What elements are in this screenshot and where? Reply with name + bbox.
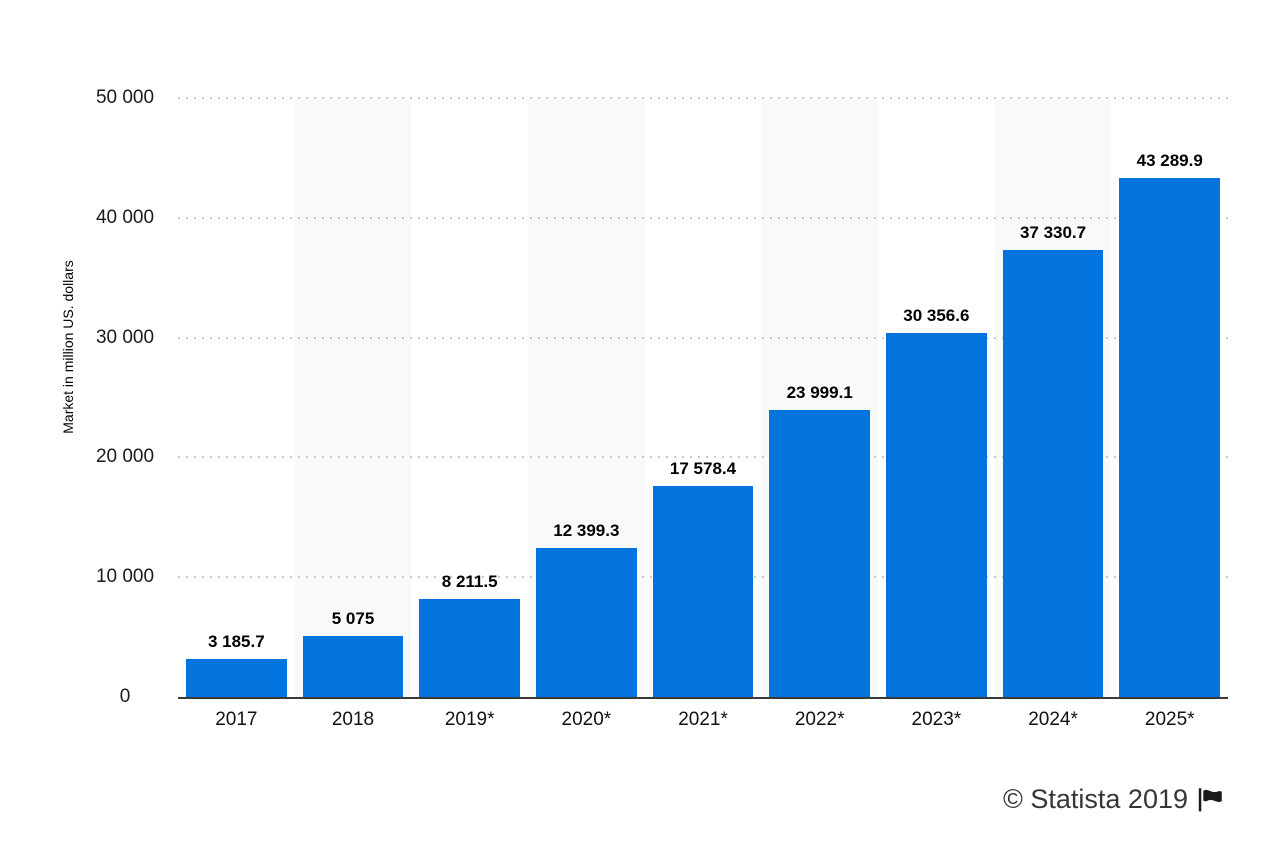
background-stripe xyxy=(294,100,412,697)
value-label-2018: 5 075 xyxy=(331,609,375,629)
plot-area: 3 185.7 2017 5 075 2018 8 211.5 2019* 12 399.3… xyxy=(96,87,1228,730)
statista-flag-icon xyxy=(1197,786,1224,813)
value-label-2021: 17 578.4 xyxy=(669,459,737,479)
column-2018: 5 075 2018 xyxy=(294,98,412,730)
y-tick-label-0: 0 xyxy=(119,686,131,707)
column-2017: 3 185.7 2017 xyxy=(178,98,295,730)
columns: 3 185.7 2017 5 075 2018 8 211.5 2019* 12 399.3… xyxy=(178,98,1228,730)
x-tick-label-2017: 2017 xyxy=(215,709,258,730)
bar-2018 xyxy=(302,636,404,697)
value-label-2020: 12 399.3 xyxy=(553,521,620,541)
y-tick-label-10000: 10 000 xyxy=(95,566,155,588)
x-tick-label-2019: 2019* xyxy=(444,709,495,730)
value-label-2022: 23 999.1 xyxy=(786,382,853,402)
x-tick-label-2020: 2020* xyxy=(561,709,612,730)
x-tick-label-2018: 2018 xyxy=(331,709,375,730)
gridline-50000 xyxy=(178,97,1228,99)
bar-2024 xyxy=(1002,249,1104,697)
bar-2023 xyxy=(886,333,987,697)
x-tick-label-2022: 2022* xyxy=(794,709,845,730)
column-2025: 43 289.9 2025* xyxy=(1111,98,1228,730)
gridline-30000 xyxy=(178,336,1228,339)
y-tick-label-30000: 30 000 xyxy=(95,326,155,348)
bar-2017 xyxy=(186,658,287,697)
x-tick-label-2024: 2024* xyxy=(1028,709,1078,730)
bar-2022 xyxy=(769,409,871,697)
bar-2020 xyxy=(536,548,637,697)
value-label-2023: 30 356.6 xyxy=(903,306,970,326)
attribution-text: © Statista 2019 xyxy=(1002,784,1188,814)
bar-2019 xyxy=(419,598,521,697)
bar-2025 xyxy=(1119,178,1221,697)
y-tick-label-20000: 20 000 xyxy=(95,446,155,468)
footer: © Statista 2019 xyxy=(1003,784,1224,815)
y-tick-label-40000: 40 000 xyxy=(95,206,155,228)
gridline-20000 xyxy=(178,456,1228,459)
value-label-2019: 8 211.5 xyxy=(441,571,498,591)
column-2022: 23 999.1 2022* xyxy=(761,98,879,730)
y-tick-label-50000: 50 000 xyxy=(95,87,155,108)
value-label-2025: 43 289.9 xyxy=(1136,151,1203,171)
value-label-2024: 37 330.7 xyxy=(1019,222,1087,242)
column-2021: 17 578.4 2021* xyxy=(645,98,762,730)
bar-2021 xyxy=(652,486,754,697)
column-2019: 8 211.5 2019* xyxy=(411,98,528,730)
value-label-2017: 3 185.7 xyxy=(207,631,265,651)
gridline-40000 xyxy=(178,216,1228,219)
column-2024: 37 330.7 2024* xyxy=(994,98,1112,730)
x-tick-label-2021: 2021* xyxy=(678,709,728,730)
x-tick-label-2023: 2023* xyxy=(911,709,962,730)
column-2020: 12 399.3 2020* xyxy=(528,98,645,730)
x-tick-label-2025: 2025* xyxy=(1144,709,1195,730)
column-2023: 30 356.6 2023* xyxy=(878,98,995,730)
